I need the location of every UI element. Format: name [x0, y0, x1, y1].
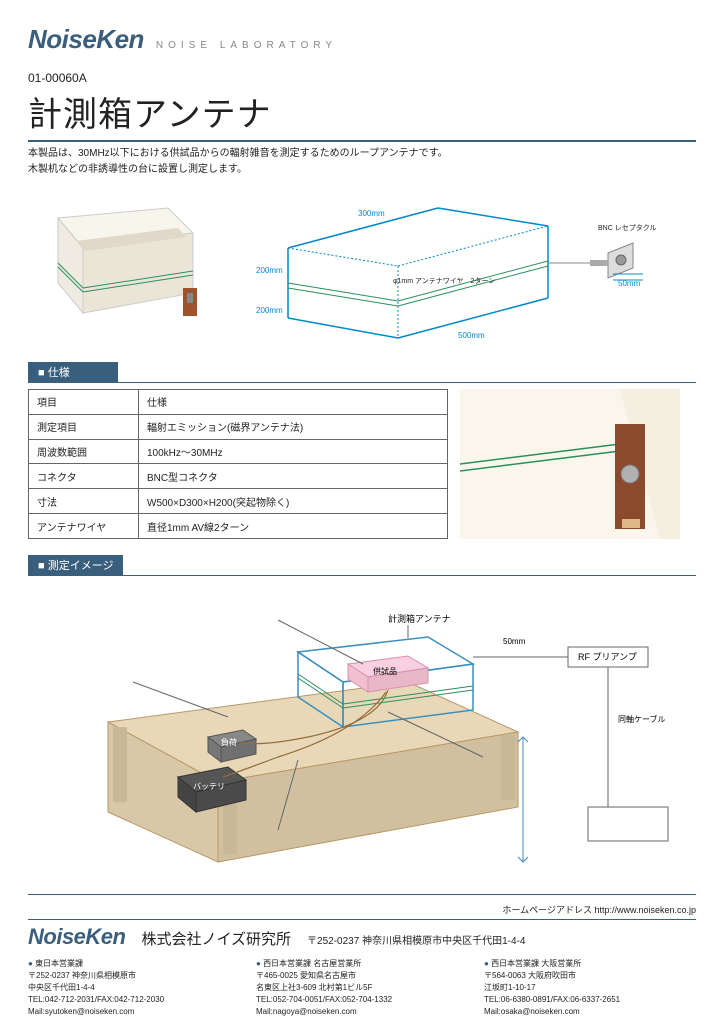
- svg-text:供試品: 供試品: [373, 666, 397, 676]
- svg-text:200mm: 200mm: [256, 266, 283, 275]
- page-title: 計測箱アンテナ: [28, 87, 696, 142]
- footer-main-addr: 〒252-0237 神奈川県相模原市中央区千代田1-4-4: [307, 932, 525, 947]
- footer-logo: NoiseKen: [28, 924, 125, 950]
- dimension-diagram: 300mm 200mm 200mm 500mm φ1mm アンテナワイヤ 2ター…: [218, 188, 688, 348]
- svg-text:RF プリアンプ: RF プリアンプ: [578, 652, 637, 662]
- office-east: 東日本営業課 〒252-0237 神奈川県相模原市 中央区千代田1-4-4 TE…: [28, 958, 240, 1018]
- office-osaka: 西日本営業課 大阪営業所 〒564-0063 大阪府吹田市 江坂町1-10-17…: [484, 958, 696, 1018]
- office-nagoya: 西日本営業課 名古屋営業所 〒465-0025 愛知県名古屋市 名東区上社3-6…: [256, 958, 468, 1018]
- svg-text:負荷: 負荷: [221, 737, 237, 747]
- footer-company: 株式会社ノイズ研究所: [141, 928, 291, 949]
- svg-text:BNC レセプタクル: BNC レセプタクル: [598, 223, 657, 232]
- brand-sub: NOISE LABORATORY: [156, 40, 337, 51]
- brand-main: NoiseKen: [28, 24, 144, 55]
- description: 本製品は、30MHz以下における供試品からの輻射雑音を測定するためのループアンテ…: [28, 146, 696, 178]
- connector-photo: [460, 389, 680, 539]
- section-measure: 測定イメージ: [28, 555, 123, 575]
- svg-text:300mm: 300mm: [358, 209, 385, 218]
- svg-text:φ1mm アンテナワイヤ 2ターン: φ1mm アンテナワイヤ 2ターン: [393, 276, 495, 285]
- svg-text:計測箱アンテナ: 計測箱アンテナ: [388, 613, 451, 624]
- desc-line1: 本製品は、30MHz以下における供試品からの輻射雑音を測定するためのループアンテ…: [28, 146, 696, 162]
- section-spec: 仕様: [28, 362, 118, 382]
- svg-text:500mm: 500mm: [458, 331, 485, 340]
- svg-text:バッテリ: バッテリ: [193, 782, 225, 791]
- footer-url: ホームページアドレス http://www.noiseken.co.jp: [28, 903, 696, 920]
- svg-text:50mm: 50mm: [503, 637, 526, 646]
- svg-text:200mm: 200mm: [256, 306, 283, 315]
- product-photo: [28, 193, 208, 343]
- desc-line2: 木製机などの非誘導性の台に設置し測定します。: [28, 162, 696, 178]
- model-number: 01-00060A: [28, 71, 696, 85]
- spec-h1: 項目: [29, 390, 139, 415]
- header-logo: NoiseKen NOISE LABORATORY: [28, 24, 696, 55]
- measurement-diagram: 供試品 負荷 バッテリ RF プリアンプ 50mm 同軸ケーブル: [28, 582, 696, 882]
- offices: 東日本営業課 〒252-0237 神奈川県相模原市 中央区千代田1-4-4 TE…: [28, 958, 696, 1018]
- spec-table: 項目仕様 測定項目輻射エミッション(磁界アンテナ法) 周波数範囲100kHz～3…: [28, 389, 448, 539]
- spec-h2: 仕様: [139, 390, 448, 415]
- svg-text:同軸ケーブル: 同軸ケーブル: [618, 714, 666, 724]
